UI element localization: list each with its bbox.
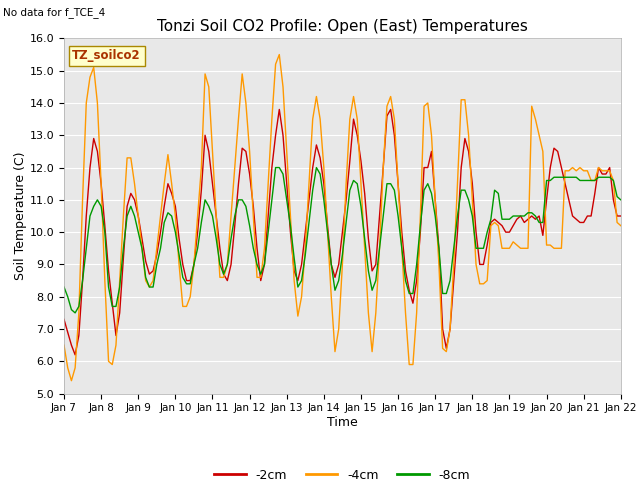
- -8cm: [613, 194, 621, 200]
- -8cm: [405, 290, 413, 296]
- -2cm: [60, 316, 68, 322]
- -8cm: [339, 252, 346, 258]
- -8cm: [617, 197, 625, 203]
- -4cm: [405, 361, 413, 367]
- -4cm: [260, 245, 268, 251]
- -8cm: [60, 284, 68, 290]
- -2cm: [420, 165, 428, 170]
- Y-axis label: Soil Temperature (C): Soil Temperature (C): [13, 152, 27, 280]
- -2cm: [458, 165, 465, 170]
- Line: -2cm: -2cm: [64, 109, 621, 355]
- -2cm: [339, 229, 346, 235]
- -2cm: [405, 288, 413, 293]
- -4cm: [458, 97, 465, 103]
- -4cm: [60, 342, 68, 348]
- -8cm: [420, 187, 428, 193]
- Line: -4cm: -4cm: [64, 55, 621, 381]
- -4cm: [613, 219, 621, 225]
- -4cm: [420, 103, 428, 109]
- -8cm: [272, 165, 280, 170]
- -4cm: [275, 52, 283, 58]
- Text: No data for f_TCE_4: No data for f_TCE_4: [3, 7, 106, 18]
- Title: Tonzi Soil CO2 Profile: Open (East) Temperatures: Tonzi Soil CO2 Profile: Open (East) Temp…: [157, 20, 528, 35]
- Text: TZ_soilco2: TZ_soilco2: [72, 49, 141, 62]
- -2cm: [617, 213, 625, 219]
- X-axis label: Time: Time: [327, 416, 358, 429]
- Legend: -2cm, -4cm, -8cm: -2cm, -4cm, -8cm: [209, 464, 476, 480]
- -4cm: [617, 223, 625, 228]
- -4cm: [339, 262, 346, 267]
- -2cm: [275, 107, 283, 112]
- -8cm: [71, 310, 79, 316]
- Line: -8cm: -8cm: [64, 168, 621, 313]
- -2cm: [260, 262, 268, 267]
- -2cm: [71, 352, 79, 358]
- -8cm: [458, 187, 465, 193]
- -4cm: [68, 378, 76, 384]
- -8cm: [260, 262, 268, 267]
- -2cm: [613, 213, 621, 219]
